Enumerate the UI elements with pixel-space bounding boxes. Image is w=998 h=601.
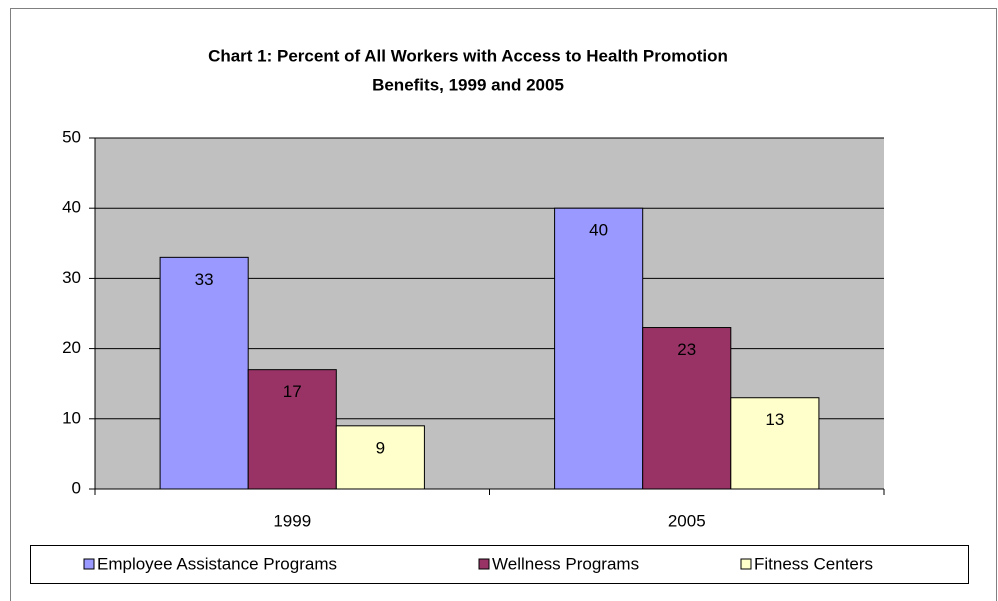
y-tick-label: 40 <box>62 198 81 217</box>
legend-label: Fitness Centers <box>754 554 873 573</box>
y-tick-label: 20 <box>62 338 81 357</box>
bar <box>159 256 249 490</box>
bar <box>247 369 337 490</box>
y-tick-label: 0 <box>72 478 81 497</box>
legend <box>30 545 969 584</box>
x-tick-label: 1999 <box>273 511 311 530</box>
data-label: 17 <box>283 382 302 401</box>
data-label: 40 <box>589 221 608 240</box>
y-tick-label: 30 <box>62 268 81 287</box>
legend-swatch <box>83 558 95 570</box>
x-tick-label: 2005 <box>668 511 706 530</box>
chart-title: Benefits, 1999 and 2005 <box>372 75 564 94</box>
bar <box>554 207 644 490</box>
y-tick-label: 50 <box>62 127 81 146</box>
legend-label: Employee Assistance Programs <box>97 554 337 573</box>
data-label: 23 <box>677 340 696 359</box>
legend-label: Wellness Programs <box>492 554 639 573</box>
data-label: 33 <box>195 270 214 289</box>
chart-title: Chart 1: Percent of All Workers with Acc… <box>208 46 728 65</box>
y-tick-label: 10 <box>62 408 81 427</box>
legend-swatch <box>478 558 490 570</box>
legend-swatch <box>740 558 752 570</box>
data-label: 13 <box>765 410 784 429</box>
bar <box>335 425 425 490</box>
bar <box>730 397 820 490</box>
data-label: 9 <box>376 438 385 457</box>
bar <box>642 327 732 490</box>
